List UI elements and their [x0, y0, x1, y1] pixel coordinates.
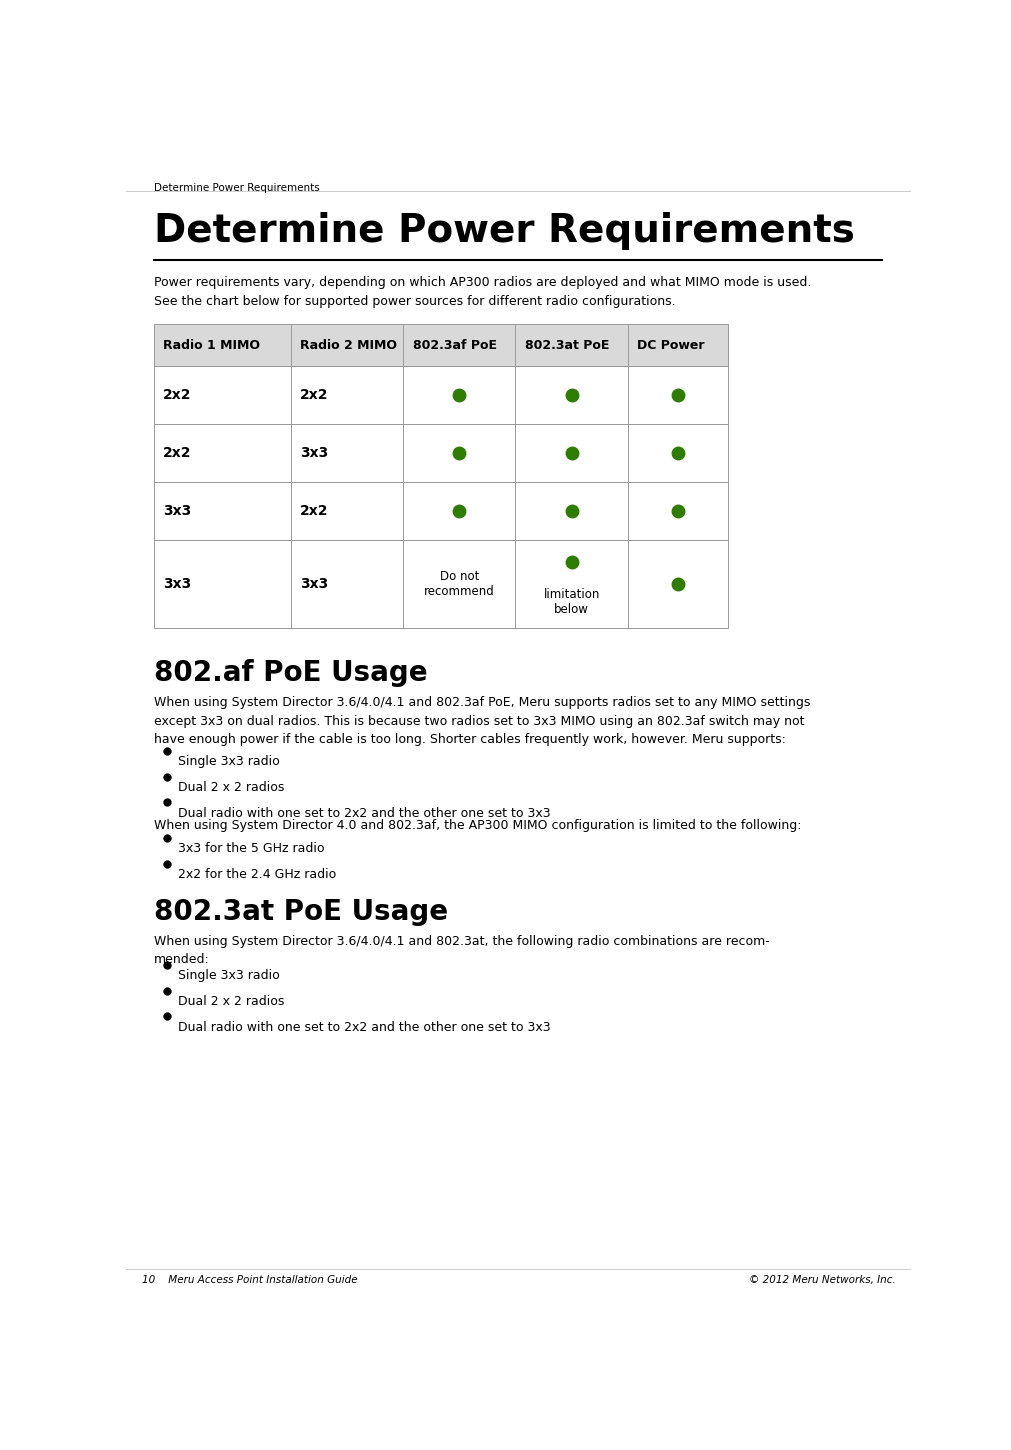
FancyBboxPatch shape — [515, 367, 627, 425]
Text: 3x3: 3x3 — [163, 577, 191, 592]
Text: Single 3x3 radio: Single 3x3 radio — [178, 970, 280, 983]
Text: 2x2: 2x2 — [163, 447, 191, 460]
Text: Dual radio with one set to 2x2 and the other one set to 3x3: Dual radio with one set to 2x2 and the o… — [178, 1021, 551, 1034]
FancyBboxPatch shape — [627, 367, 727, 425]
FancyBboxPatch shape — [402, 425, 515, 481]
FancyBboxPatch shape — [290, 481, 402, 539]
FancyBboxPatch shape — [402, 325, 515, 367]
FancyBboxPatch shape — [154, 425, 290, 481]
FancyBboxPatch shape — [154, 367, 290, 425]
FancyBboxPatch shape — [627, 325, 727, 367]
FancyBboxPatch shape — [515, 539, 627, 628]
Text: 802.3at PoE: 802.3at PoE — [525, 339, 609, 352]
Text: 802.3af PoE: 802.3af PoE — [412, 339, 496, 352]
Text: 2x2: 2x2 — [300, 389, 329, 403]
Text: 10    Meru Access Point Installation Guide: 10 Meru Access Point Installation Guide — [142, 1275, 357, 1285]
FancyBboxPatch shape — [402, 539, 515, 628]
FancyBboxPatch shape — [627, 481, 727, 539]
Text: Dual 2 x 2 radios: Dual 2 x 2 radios — [178, 995, 284, 1008]
FancyBboxPatch shape — [154, 481, 290, 539]
FancyBboxPatch shape — [402, 481, 515, 539]
Text: Determine Power Requirements: Determine Power Requirements — [154, 213, 853, 251]
Text: 802.3at PoE Usage: 802.3at PoE Usage — [154, 898, 447, 925]
FancyBboxPatch shape — [290, 367, 402, 425]
Text: Single 3x3 radio: Single 3x3 radio — [178, 755, 280, 768]
Text: © 2012 Meru Networks, Inc.: © 2012 Meru Networks, Inc. — [748, 1275, 895, 1285]
Text: 3x3: 3x3 — [300, 577, 329, 592]
Text: limitation
below: limitation below — [543, 589, 600, 616]
Text: 3x3: 3x3 — [300, 447, 329, 460]
FancyBboxPatch shape — [290, 425, 402, 481]
Text: DC Power: DC Power — [637, 339, 704, 352]
Text: When using System Director 3.6/4.0/4.1 and 802.3af PoE, Meru supports radios set: When using System Director 3.6/4.0/4.1 a… — [154, 696, 809, 747]
Text: When using System Director 3.6/4.0/4.1 and 802.3at, the following radio combinat: When using System Director 3.6/4.0/4.1 a… — [154, 935, 768, 966]
FancyBboxPatch shape — [402, 367, 515, 425]
Text: 2x2 for the 2.4 GHz radio: 2x2 for the 2.4 GHz radio — [178, 869, 337, 882]
Text: 2x2: 2x2 — [163, 389, 191, 403]
Text: Do not
recommend: Do not recommend — [424, 570, 494, 597]
Text: 802.af PoE Usage: 802.af PoE Usage — [154, 660, 427, 687]
FancyBboxPatch shape — [154, 539, 290, 628]
FancyBboxPatch shape — [515, 481, 627, 539]
Text: Dual radio with one set to 2x2 and the other one set to 3x3: Dual radio with one set to 2x2 and the o… — [178, 806, 551, 819]
FancyBboxPatch shape — [627, 425, 727, 481]
Text: Power requirements vary, depending on which AP300 radios are deployed and what M: Power requirements vary, depending on wh… — [154, 276, 810, 307]
Text: Determine Power Requirements: Determine Power Requirements — [154, 183, 319, 193]
Text: 2x2: 2x2 — [300, 503, 329, 518]
FancyBboxPatch shape — [515, 325, 627, 367]
Text: Radio 2 MIMO: Radio 2 MIMO — [300, 339, 397, 352]
Text: Radio 1 MIMO: Radio 1 MIMO — [163, 339, 260, 352]
FancyBboxPatch shape — [290, 539, 402, 628]
Text: 3x3: 3x3 — [163, 503, 191, 518]
Text: 3x3 for the 5 GHz radio: 3x3 for the 5 GHz radio — [178, 842, 325, 856]
Text: When using System Director 4.0 and 802.3af, the AP300 MIMO configuration is limi: When using System Director 4.0 and 802.3… — [154, 819, 801, 832]
FancyBboxPatch shape — [154, 325, 290, 367]
Text: Dual 2 x 2 radios: Dual 2 x 2 radios — [178, 782, 284, 795]
FancyBboxPatch shape — [290, 325, 402, 367]
FancyBboxPatch shape — [627, 539, 727, 628]
FancyBboxPatch shape — [515, 425, 627, 481]
